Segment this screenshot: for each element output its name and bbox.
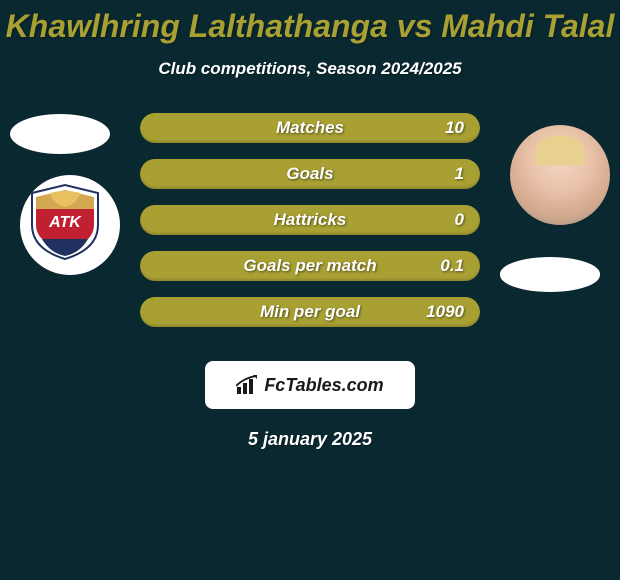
stat-label: Min per goal bbox=[260, 302, 360, 322]
atk-shield-icon: ATK bbox=[28, 183, 102, 261]
club-badge-text: ATK bbox=[48, 214, 82, 231]
player-left-club-badge: ATK bbox=[20, 175, 120, 275]
stat-label: Hattricks bbox=[274, 210, 347, 230]
stat-value: 1090 bbox=[426, 302, 464, 322]
subtitle: Club competitions, Season 2024/2025 bbox=[0, 59, 620, 79]
content-area: ATK Matches 10 Goals 1 Hattricks 0 Goals… bbox=[0, 107, 620, 357]
player-right-club-placeholder bbox=[500, 257, 600, 292]
stat-label: Goals per match bbox=[243, 256, 376, 276]
stat-bar-min-per-goal: Min per goal 1090 bbox=[140, 297, 480, 327]
stat-bar-matches: Matches 10 bbox=[140, 113, 480, 143]
brand-box: FcTables.com bbox=[205, 361, 415, 409]
bar-chart-icon bbox=[236, 375, 258, 395]
stat-label: Matches bbox=[276, 118, 344, 138]
stat-bars: Matches 10 Goals 1 Hattricks 0 Goals per… bbox=[140, 107, 480, 327]
stat-bar-goals: Goals 1 bbox=[140, 159, 480, 189]
stat-value: 10 bbox=[445, 118, 464, 138]
stat-value: 1 bbox=[455, 164, 464, 184]
stat-value: 0 bbox=[455, 210, 464, 230]
comparison-infographic: Khawlhring Lalthathanga vs Mahdi Talal C… bbox=[0, 0, 620, 580]
date-text: 5 january 2025 bbox=[0, 429, 620, 450]
player-right-avatar bbox=[510, 125, 610, 225]
page-title: Khawlhring Lalthathanga vs Mahdi Talal bbox=[0, 0, 620, 45]
player-left-avatar-placeholder bbox=[10, 114, 110, 154]
stat-value: 0.1 bbox=[440, 256, 464, 276]
stat-bar-hattricks: Hattricks 0 bbox=[140, 205, 480, 235]
brand-text: FcTables.com bbox=[264, 375, 383, 396]
stat-label: Goals bbox=[286, 164, 333, 184]
stat-bar-goals-per-match: Goals per match 0.1 bbox=[140, 251, 480, 281]
